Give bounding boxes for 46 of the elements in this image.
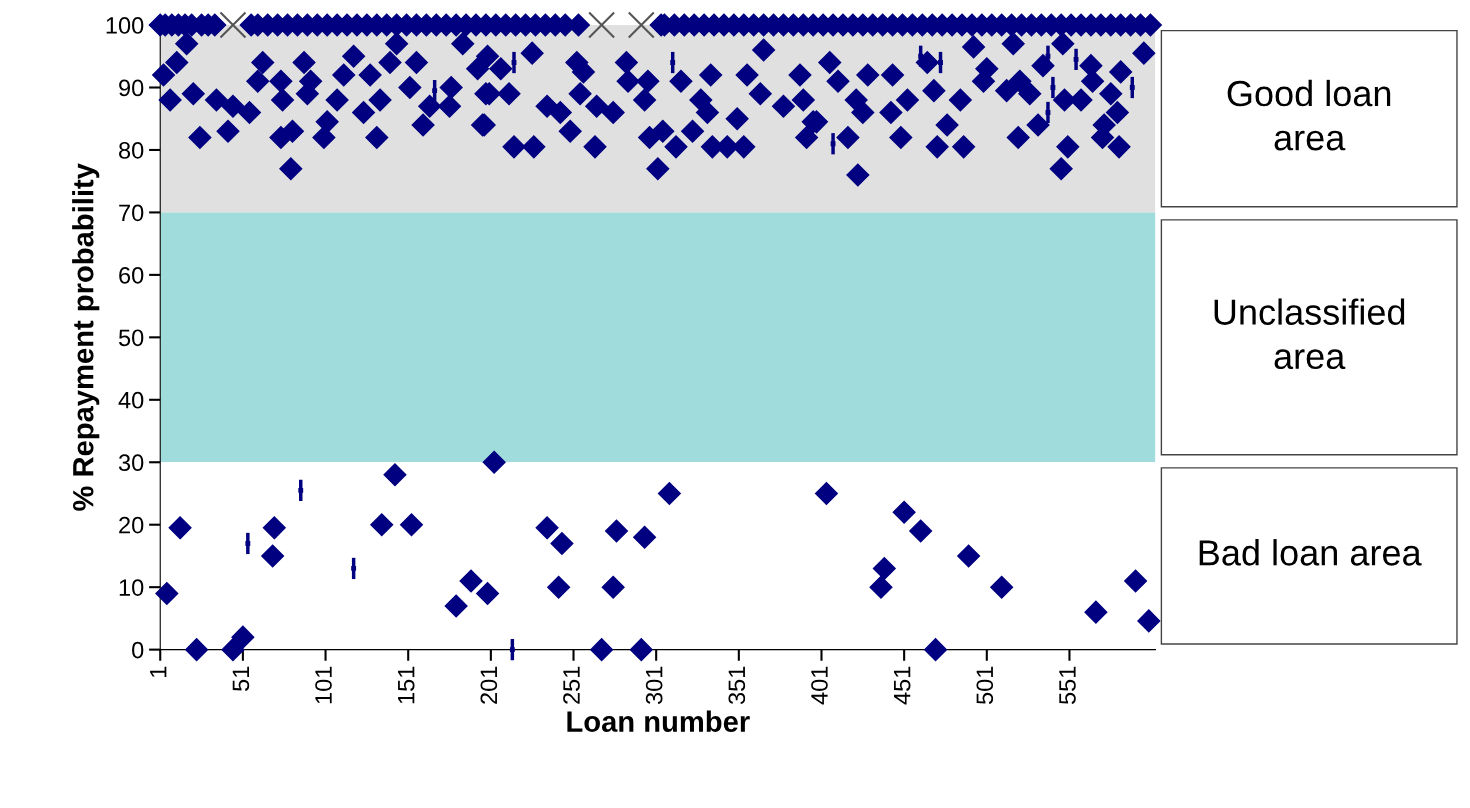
y-tick-label: 40 <box>118 391 144 409</box>
point <box>298 487 304 493</box>
point <box>509 647 515 653</box>
point <box>830 141 836 147</box>
y-tick-label: 20 <box>119 516 144 534</box>
x-tick-label: 301 <box>645 666 663 705</box>
x-tick-label: 51 <box>232 666 250 691</box>
x-tick-label: 451 <box>894 666 911 705</box>
point <box>588 11 616 39</box>
point <box>1129 85 1135 90</box>
x-tick-label: 101 <box>315 666 332 704</box>
point <box>432 88 438 94</box>
y-tick-label: 90 <box>119 79 144 97</box>
x-tick-label: 501 <box>976 666 994 705</box>
point <box>938 60 943 65</box>
y-tick-label: 60 <box>119 266 144 284</box>
point <box>1073 56 1079 62</box>
point <box>670 60 676 65</box>
x-tick-label: 201 <box>480 666 498 704</box>
x-tick-label: 401 <box>811 666 828 705</box>
point <box>1045 110 1051 115</box>
x-tick-label: 151 <box>398 666 415 704</box>
point <box>245 541 251 546</box>
point <box>511 60 517 65</box>
x-tick-label: 1 <box>150 666 167 677</box>
y-tick-label: 70 <box>119 204 144 222</box>
y-tick-label: 100 <box>106 17 144 34</box>
y-tick-label: 30 <box>118 454 144 472</box>
y-axis-title: % Repayment probability <box>72 163 100 511</box>
y-tick-label: 10 <box>119 579 144 596</box>
y-tick-label: 0 <box>132 641 144 659</box>
band-label: Good loan area <box>1227 79 1391 151</box>
point <box>627 11 655 39</box>
point <box>1050 85 1056 90</box>
point <box>1045 53 1051 59</box>
x-axis-title: Loan number <box>567 710 750 732</box>
band-label: Bad loan area <box>1199 539 1422 566</box>
point <box>219 11 247 39</box>
point <box>351 566 357 571</box>
point <box>918 53 924 59</box>
x-tick-label: 251 <box>563 666 580 704</box>
x-tick-label: 551 <box>1059 666 1076 705</box>
y-tick-label: 80 <box>119 142 144 159</box>
y-tick-label: 50 <box>118 329 144 347</box>
x-tick-label: 351 <box>728 666 746 705</box>
band-label: Unclassified area <box>1214 298 1405 370</box>
